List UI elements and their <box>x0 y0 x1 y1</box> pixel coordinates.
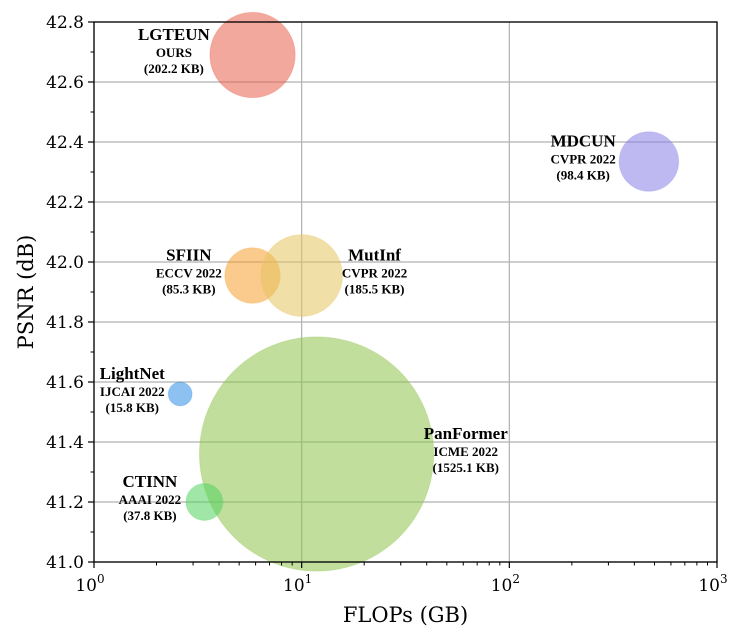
x-tick-label: 101 <box>283 572 312 596</box>
label-name-mutinf: MutInf <box>348 246 401 265</box>
label-params-ctinn: (37.8 KB) <box>123 508 176 523</box>
x-tick-label: 102 <box>491 572 520 596</box>
bubble-lgteun <box>209 11 296 99</box>
bubble-lightnet <box>167 381 193 407</box>
y-tick-label: 42.4 <box>46 133 84 153</box>
bubble-panformer <box>198 336 435 572</box>
label-venue-lgteun: OURS <box>156 45 192 60</box>
label-name-ctinn: CTINN <box>123 472 179 491</box>
label-name-lightnet: LightNet <box>100 364 166 383</box>
y-tick-label: 42.0 <box>46 253 84 273</box>
label-name-mdcun: MDCUN <box>551 132 617 151</box>
x-tick-label: 103 <box>698 572 727 596</box>
label-name-lgteun: LGTEUN <box>138 25 211 44</box>
y-tick-label: 41.4 <box>46 433 84 453</box>
y-tick-label: 42.6 <box>46 73 84 93</box>
label-params-mdcun: (98.4 KB) <box>556 168 609 183</box>
y-tick-label: 42.2 <box>46 193 84 213</box>
label-venue-mdcun: CVPR 2022 <box>550 152 615 167</box>
label-venue-panformer: ICME 2022 <box>433 444 498 459</box>
label-venue-mutinf: CVPR 2022 <box>342 266 407 281</box>
label-params-lightnet: (15.8 KB) <box>106 400 159 415</box>
label-params-sfiin: (85.3 KB) <box>162 282 215 297</box>
bubble-ctinn <box>185 483 224 521</box>
bubbles <box>167 11 680 572</box>
axis-ticks: 41.0 41.2 41.4 41.6 41.8 42.0 42.2 42.4 42.6 42.8… <box>46 13 728 596</box>
label-params-panformer: (1525.1 KB) <box>433 460 499 475</box>
label-params-lgteun: (202.2 KB) <box>144 61 204 76</box>
y-tick-label: 42.8 <box>46 13 84 33</box>
label-venue-ctinn: AAAI 2022 <box>119 492 181 507</box>
y-tick-label: 41.6 <box>46 373 84 393</box>
label-name-panformer: PanFormer <box>424 424 508 443</box>
y-tick-label: 41.0 <box>46 553 84 573</box>
y-axis-label: PSNR (dB) <box>14 235 38 350</box>
label-params-mutinf: (185.5 KB) <box>345 282 405 297</box>
x-tick-label: 100 <box>75 572 104 596</box>
x-axis-label: FLOPs (GB) <box>343 603 468 627</box>
y-tick-label: 41.2 <box>46 493 84 513</box>
y-tick-label: 41.8 <box>46 313 84 333</box>
bubble-mdcun <box>618 131 680 192</box>
bubble-mutinf <box>260 234 344 317</box>
label-venue-lightnet: IJCAI 2022 <box>100 384 165 399</box>
label-venue-sfiin: ECCV 2022 <box>156 266 222 281</box>
label-name-sfiin: SFIIN <box>166 246 212 265</box>
